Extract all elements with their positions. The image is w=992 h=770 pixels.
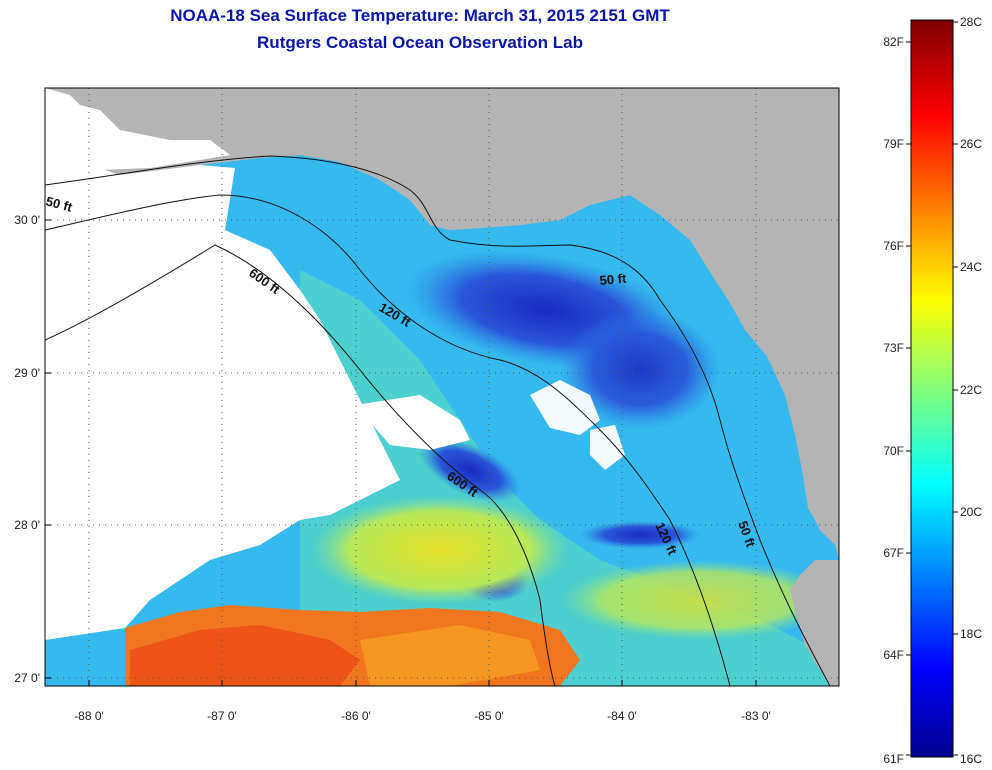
map-frame — [44, 87, 840, 687]
lon-label: -87 0' — [207, 709, 237, 723]
lon-label: -85 0' — [474, 709, 504, 723]
fahrenheit-label: 67F — [883, 546, 904, 560]
warm-water-southeast — [560, 560, 839, 640]
lon-label: -88 0' — [74, 709, 104, 723]
contour-label-50ft-west: 50 ft — [44, 193, 74, 215]
alabama-coast — [45, 88, 230, 170]
lat-label: 28 0' — [14, 518, 40, 532]
no-data-mid — [355, 395, 470, 450]
florida-panhandle-coast — [45, 88, 839, 540]
fahrenheit-label: 70F — [883, 444, 904, 458]
no-data-southeast — [590, 425, 625, 470]
lon-label: -84 0' — [607, 709, 637, 723]
contour-50ft-north — [45, 155, 831, 686]
fahrenheit-label: 82F — [883, 35, 904, 49]
lat-label: 29 0' — [14, 366, 40, 380]
celsius-label: 18C — [960, 627, 982, 641]
color-scale-bar — [910, 19, 954, 758]
lat-label: 27 0' — [14, 671, 40, 685]
cold-filament-south — [580, 521, 700, 549]
cold-water-east — [560, 310, 720, 430]
loop-current-core — [130, 625, 360, 686]
contour-120ft — [45, 194, 731, 686]
lon-label: -83 0' — [741, 709, 771, 723]
celsius-label: 16C — [960, 752, 982, 766]
celsius-label: 28C — [960, 15, 982, 29]
no-data-east — [530, 380, 600, 435]
celsius-label: 22C — [960, 383, 982, 397]
map-title: NOAA-18 Sea Surface Temperature: March 3… — [170, 6, 670, 25]
map-subtitle: Rutgers Coastal Ocean Observation Lab — [257, 33, 583, 52]
fahrenheit-label: 64F — [883, 648, 904, 662]
fahrenheit-label: 73F — [883, 341, 904, 355]
west-florida-peninsula-coast — [790, 560, 839, 686]
fahrenheit-label: 79F — [883, 137, 904, 151]
lat-label: 30 0' — [14, 213, 40, 227]
fahrenheit-label: 76F — [883, 239, 904, 253]
loop-current-east — [360, 625, 540, 686]
cold-water-shelf — [419, 437, 521, 503]
celsius-label: 24C — [960, 260, 982, 274]
contour-600ft — [45, 244, 556, 686]
graticule — [45, 88, 839, 686]
celsius-label: 26C — [960, 137, 982, 151]
celsius-label: 20C — [960, 505, 982, 519]
fahrenheit-label: 61F — [883, 752, 904, 766]
contour-label-50ft-north: 50 ft — [599, 271, 628, 288]
lon-label: -86 0' — [341, 709, 371, 723]
axis-ticks — [45, 219, 757, 686]
warm-water-mid — [310, 495, 570, 605]
